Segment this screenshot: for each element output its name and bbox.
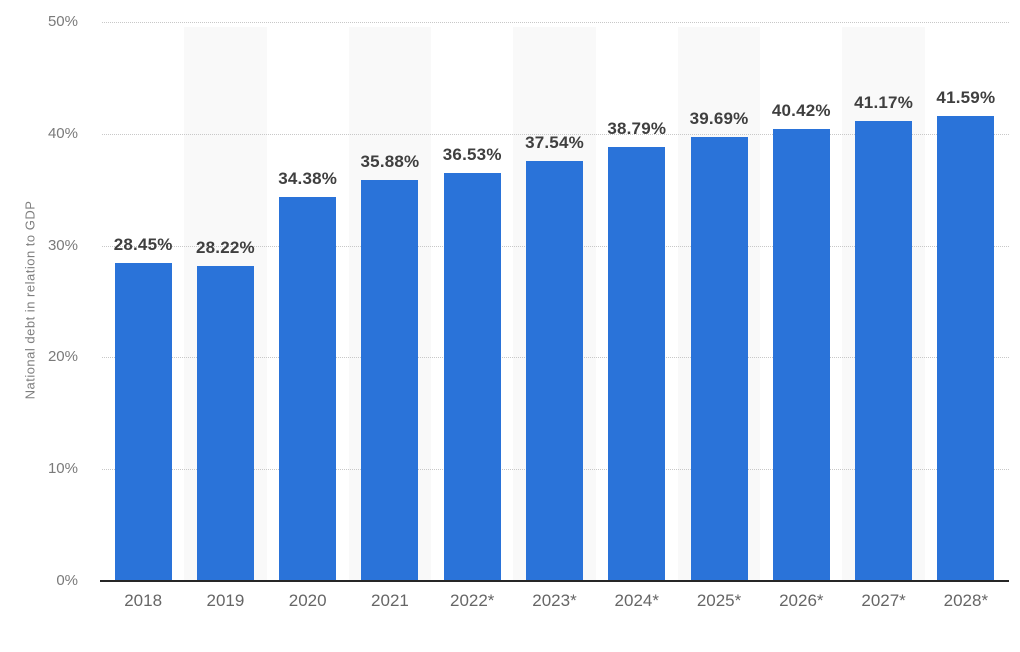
- bar[interactable]: [608, 147, 666, 581]
- bar-value-label: 34.38%: [278, 168, 338, 188]
- bar[interactable]: [279, 196, 337, 581]
- x-axis-tick-label: 2022*: [449, 591, 495, 610]
- bar-value-label: 38.79%: [607, 119, 667, 139]
- y-axis-tick-label: 10%: [47, 460, 78, 478]
- gridline: [102, 22, 1009, 23]
- x-axis-tick-label: 2021: [371, 591, 409, 610]
- bar-value-label: 37.54%: [525, 133, 584, 153]
- bar-value-label: 40.42%: [771, 101, 831, 121]
- x-axis-tick-label: 2025*: [696, 591, 742, 610]
- y-axis-tick-label: 50%: [47, 13, 78, 30]
- x-axis-line: [100, 580, 1009, 582]
- bar[interactable]: [361, 179, 419, 581]
- bar-value-label: 41.17%: [854, 92, 914, 112]
- bar-value-label: 41.59%: [936, 88, 996, 108]
- bar-value-label: 39.69%: [689, 109, 749, 129]
- x-axis-tick-label: 2019: [206, 591, 245, 610]
- y-axis-tick-label: 0%: [56, 572, 78, 589]
- y-axis-tick-label: 30%: [47, 236, 78, 254]
- y-axis-tick-label: 40%: [47, 124, 78, 142]
- bar[interactable]: [114, 262, 172, 581]
- x-axis-tick-label: 2024*: [614, 591, 659, 610]
- bar-value-label: 28.22%: [195, 237, 255, 257]
- x-axis-tick-label: 2023*: [532, 591, 577, 610]
- x-axis-tick-label: 2026*: [779, 591, 824, 610]
- x-axis-tick-label: 2018: [124, 591, 163, 610]
- bar[interactable]: [443, 172, 501, 581]
- y-axis-title: National debt in relation to GDP: [22, 200, 38, 400]
- bar[interactable]: [772, 129, 830, 581]
- x-axis-tick-label: 2028*: [943, 591, 989, 610]
- bar-value-label: 36.53%: [442, 144, 502, 164]
- bar[interactable]: [690, 137, 748, 581]
- y-axis-tick-label: 20%: [47, 348, 78, 366]
- bar-value-label: 35.88%: [360, 151, 420, 171]
- bar[interactable]: [937, 116, 995, 581]
- bar[interactable]: [855, 120, 913, 581]
- x-axis-tick-label: 2020: [288, 591, 327, 610]
- bar[interactable]: [196, 265, 254, 581]
- bar-value-label: 28.45%: [113, 234, 173, 254]
- bar[interactable]: [526, 161, 583, 581]
- x-axis-tick-label: 2027*: [861, 591, 906, 610]
